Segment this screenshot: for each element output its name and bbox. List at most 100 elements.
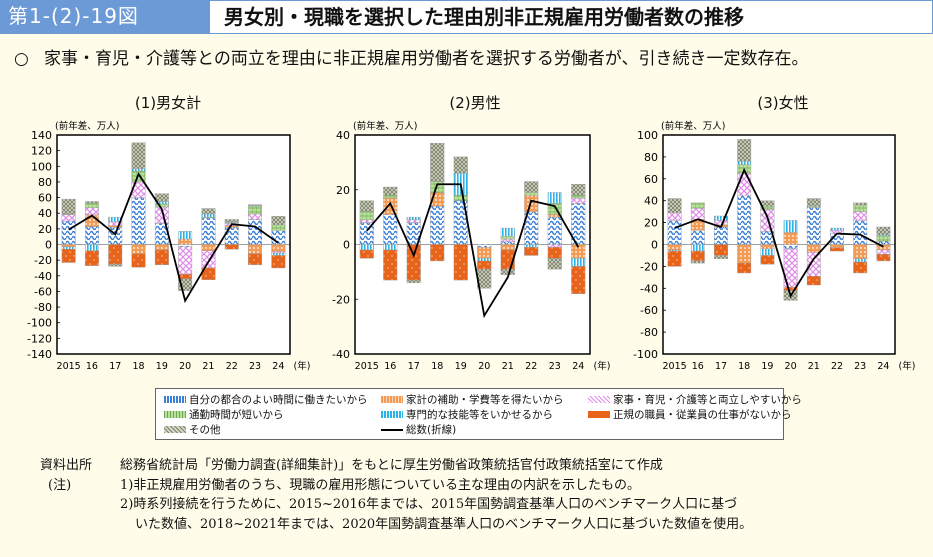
y-tick-label: -140 — [27, 348, 52, 361]
x-axis-unit-label: (年) — [899, 360, 916, 372]
bar-segment-kakei — [477, 247, 492, 259]
figure-number: 第1-(2)-19図 — [0, 0, 210, 33]
bar-segment-senmon — [830, 227, 844, 231]
bar-segment-tsukin — [154, 203, 169, 208]
y-tick-label: -120 — [27, 332, 52, 345]
bar-segment-sonota — [224, 219, 239, 223]
bar-segment-kakei — [853, 244, 868, 259]
bar-segment-tsukin — [383, 195, 398, 199]
chart-total: (前年差、万人)140 120 100 80 60 40 20 0 -20 -40 -60 -80 -1… — [27, 120, 310, 372]
bar-segment-kaji — [406, 219, 421, 223]
y-tick-label: -60 — [34, 285, 52, 298]
x-tick-label: 16 — [86, 361, 98, 372]
bar-segment-kakei — [830, 244, 844, 248]
legend-label: 総数(折線) — [406, 424, 457, 436]
bar-segment-senmon — [108, 216, 123, 223]
x-axis-unit-label: (年) — [594, 360, 611, 372]
x-tick-label: 21 — [502, 361, 514, 372]
bar-segment-senmon — [783, 220, 798, 233]
y-tick-label: 120 — [31, 145, 52, 158]
bar-segment-sonota — [154, 193, 169, 202]
x-tick-label: 16 — [384, 361, 396, 372]
bar-segment-seiki — [690, 250, 705, 262]
legend-item-total: 総数(折線) — [381, 422, 456, 437]
bar-segment-senmon — [383, 244, 398, 251]
bar-segment-jibun — [783, 244, 798, 250]
bar-segment-kakei — [806, 244, 821, 253]
bar-segment-kaji — [547, 244, 562, 248]
x-tick-label: 2015 — [57, 361, 81, 372]
legend-label: 正規の職員・従業員の仕事がないから — [613, 409, 792, 421]
bar-segment-jibun — [84, 226, 99, 245]
bar-segment-jibun — [714, 226, 728, 245]
y-tick-label: 80 — [644, 151, 658, 164]
bar-segment-kakei — [61, 244, 76, 248]
bar-segment-senmon — [853, 258, 868, 263]
legend-item-tsukin: 通勤時間が短いから — [164, 407, 284, 422]
bar-segment-sonota — [248, 204, 263, 206]
legend-item-seiki: 正規の職員・従業員の仕事がないから — [588, 407, 792, 422]
bar-segment-jibun — [547, 216, 562, 245]
bar-segment-kakei — [760, 244, 775, 250]
bar-segment-seiki — [84, 250, 99, 266]
bar-segment-jibun — [224, 227, 239, 245]
bar-segment-tsukin — [876, 235, 891, 242]
x-tick-label: 19 — [156, 361, 168, 372]
notes: 資料出所 総務省統計局「労働力調査(詳細集計)」をもとに厚生労働省政策統括官付政策… — [40, 456, 752, 534]
bar-segment-senmon — [201, 213, 216, 218]
x-tick-label: 18 — [738, 361, 750, 372]
y-axis-unit-label: (前年差、万人) — [353, 120, 417, 132]
bar-segment-jibun — [477, 244, 492, 248]
y-tick-label: -60 — [640, 304, 658, 317]
bar-segment-kakei — [737, 244, 752, 264]
bar-segment-kaji — [853, 211, 868, 221]
x-tick-label: 21 — [202, 361, 214, 372]
bar-segment-kaji — [690, 208, 705, 220]
bar-segment-tsukin — [690, 202, 705, 209]
figure-title: 男女別・現職を選択した理由別非正規雇用労働者数の推移 — [210, 0, 933, 33]
bar-segment-kakei — [248, 244, 263, 255]
y-tick-label: -40 — [640, 282, 658, 295]
bar-segment-senmon — [61, 246, 76, 250]
bar-segment-seiki — [224, 244, 239, 250]
y-tick-label: 40 — [336, 129, 350, 142]
y-tick-label: -20 — [640, 260, 658, 273]
bar-segment-sonota — [178, 278, 193, 291]
legend-swatch — [381, 411, 403, 418]
bar-segment-kaji — [571, 197, 586, 204]
bar-segment-senmon — [737, 161, 752, 165]
x-tick-label: 24 — [572, 361, 584, 372]
bar-segment-senmon — [406, 216, 421, 221]
note-2: 2)時系列接続を行うために、2015~2016年までは、2015年国勢調査基準人… — [120, 497, 738, 512]
bar-segment-jibun — [667, 220, 682, 245]
x-tick-label: 17 — [715, 361, 727, 372]
bar-segment-sonota — [453, 156, 468, 174]
summary-line: ○ 家事・育児・介護等との両立を理由に非正規雇用労働者を選択する労働者が、引き続き… — [14, 44, 809, 69]
bar-segment-sonota — [806, 198, 821, 207]
legend-item-kaji: 家事・育児・介護等と両立しやすいから — [588, 392, 802, 407]
y-tick-label: 60 — [38, 192, 52, 205]
legend-item-kakei: 家計の補助・学費等を得たいから — [381, 392, 564, 407]
bar-segment-senmon — [571, 257, 586, 267]
bar-segment-sonota — [108, 263, 123, 267]
y-tick-label: 20 — [644, 217, 658, 230]
x-tick-label: 20 — [785, 361, 797, 372]
x-tick-label: 23 — [249, 361, 261, 372]
chart-male: (前年差、万人)40 20 0 -20 -40 2015 16 17 18 19 20 21 22 23 2… — [332, 120, 611, 372]
bar-segment-seiki — [383, 249, 398, 281]
bar-segment-kakei — [500, 244, 515, 251]
bar-segment-seiki — [131, 253, 146, 268]
bar-segment-kakei — [271, 244, 286, 252]
y-tick-label: 20 — [336, 184, 350, 197]
legend-label: 専門的な技能等をいかせるから — [406, 409, 553, 421]
bar-segment-sonota — [876, 226, 891, 235]
x-tick-label: 23 — [854, 361, 866, 372]
bar-segment-seiki — [178, 274, 193, 280]
bar-segment-kakei — [201, 244, 216, 251]
bar-segment-seiki — [667, 250, 682, 267]
bar-segment-senmon — [84, 244, 99, 251]
y-tick-label: -20 — [34, 254, 52, 267]
legend-label: その他 — [189, 424, 221, 436]
bar-segment-sonota — [690, 260, 705, 264]
bar-segment-kakei — [131, 244, 146, 255]
